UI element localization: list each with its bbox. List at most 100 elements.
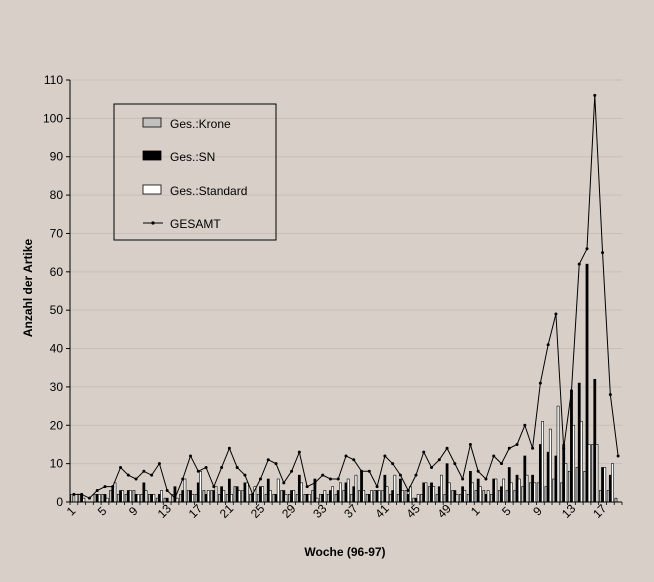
gesamt-point — [585, 247, 589, 251]
bar-standard — [98, 494, 101, 503]
bar-krone — [218, 494, 221, 503]
bar-sn — [196, 482, 200, 503]
bar-standard — [572, 424, 576, 503]
bar-sn — [577, 382, 581, 503]
bar-sn — [360, 471, 363, 503]
bar-standard — [424, 482, 428, 503]
gesamt-point — [134, 477, 138, 481]
bar-standard — [230, 494, 233, 503]
bar-krone — [373, 490, 377, 503]
bar-sn — [523, 455, 527, 503]
legend-box — [113, 103, 277, 241]
bar-sn — [383, 474, 387, 503]
bar-krone — [357, 490, 361, 503]
bar-sn — [445, 463, 449, 503]
bar-standard — [144, 490, 148, 503]
bar-sn — [391, 490, 395, 503]
bar-krone — [319, 494, 322, 503]
bar-sn — [546, 451, 550, 503]
y-tick-label: 60 — [50, 265, 64, 279]
bar-krone — [521, 486, 525, 503]
gesamt-point — [227, 446, 231, 450]
gesamt-point — [297, 450, 301, 454]
gesamt-point — [608, 393, 612, 397]
legend-swatch-krone — [142, 117, 162, 128]
legend-marker-gesamt — [151, 221, 155, 225]
bar-standard — [323, 490, 327, 503]
bars — [70, 263, 618, 503]
bar-standard — [494, 478, 498, 503]
gesamt-point — [126, 473, 130, 477]
bar-standard — [206, 490, 210, 503]
bar-krone — [78, 494, 81, 503]
bar-sn — [507, 467, 511, 503]
gesamt-point — [235, 465, 239, 469]
gesamt-point — [601, 251, 605, 255]
gesamt-point — [554, 312, 558, 316]
gesamt-point — [181, 477, 185, 481]
bar-sn — [142, 482, 146, 503]
bar-standard — [370, 490, 373, 503]
bar-sn — [484, 494, 488, 503]
bar-sn — [227, 478, 231, 503]
gesamt-point — [251, 492, 255, 496]
bar-sn — [189, 490, 192, 503]
bar-standard — [121, 490, 125, 503]
y-tick-labels: 0 10 20 30 40 50 60 70 80 90 100 110 — [43, 73, 63, 509]
bar-krone — [233, 486, 237, 503]
gesamt-point — [274, 462, 278, 466]
gesamt-point — [569, 389, 573, 393]
gesamt-point — [220, 465, 224, 469]
gesamt-point — [538, 381, 542, 385]
bar-krone — [459, 494, 462, 503]
gesamt-point — [406, 488, 410, 492]
bar-krone — [591, 444, 595, 503]
bar-standard — [611, 463, 614, 503]
gesamt-point — [398, 473, 402, 477]
gesamt-point — [305, 485, 309, 489]
bar-standard — [105, 497, 109, 503]
y-tick-label: 50 — [50, 303, 64, 317]
bar-standard — [408, 486, 412, 503]
legend-swatch-sn — [142, 150, 162, 161]
bar-sn — [515, 474, 519, 503]
bar-standard — [587, 444, 591, 503]
bar-krone — [435, 494, 439, 503]
gesamt-point — [189, 454, 193, 458]
bar-sn — [181, 490, 185, 503]
bar-sn — [158, 494, 161, 503]
bar-sn — [570, 390, 573, 503]
bar-krone — [272, 494, 276, 503]
bar-krone — [536, 482, 540, 503]
bar-sn — [329, 490, 332, 503]
gesamt-point — [499, 462, 503, 466]
bar-sn — [593, 378, 597, 503]
bar-krone — [163, 497, 167, 503]
gesamt-point — [321, 473, 325, 477]
bar-standard — [339, 482, 342, 503]
gesamt-point — [258, 477, 262, 481]
x-axis-label: Woche (96-97) — [304, 545, 385, 559]
bar-standard — [556, 405, 560, 503]
gesamt-point — [453, 462, 457, 466]
gesamt-point — [577, 262, 581, 266]
y-tick-label: 90 — [50, 150, 64, 164]
bar-standard — [447, 482, 451, 503]
bar-standard — [564, 463, 568, 503]
gesamt-point — [328, 477, 332, 481]
legend-label-sn: Ges.:SN — [170, 150, 215, 164]
y-tick-label: 10 — [50, 457, 64, 471]
bar-krone — [614, 497, 618, 503]
bar-krone — [412, 497, 416, 503]
bar-krone — [466, 494, 470, 503]
bar-sn — [321, 494, 325, 503]
gesamt-point — [313, 481, 317, 485]
bar-sn — [585, 263, 589, 503]
bar-sn — [274, 494, 278, 503]
gesamt-point — [344, 454, 348, 458]
gesamt-point — [445, 446, 449, 450]
bar-sn — [220, 486, 224, 503]
bar-sn — [344, 482, 348, 503]
legend-label-krone: Ges.:Krone — [170, 117, 231, 131]
